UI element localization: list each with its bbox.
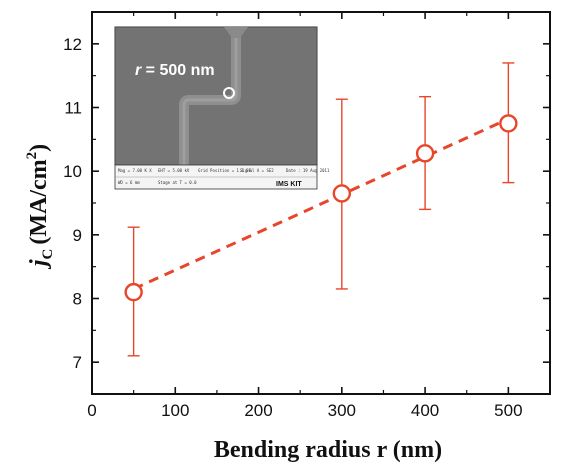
- x-tick-label: 500: [494, 401, 522, 420]
- y-tick-label: 11: [64, 99, 82, 118]
- trend-line: [133, 117, 509, 291]
- data-point: [332, 184, 352, 203]
- data-point: [124, 282, 143, 302]
- x-tick-label: 300: [328, 401, 356, 420]
- inset-strip-text: WD = 6 mm: [118, 180, 140, 185]
- inset-pad: [224, 27, 248, 38]
- x-tick-label: 0: [87, 401, 96, 420]
- inset-conductor-edge: [182, 27, 238, 165]
- y-axis-title: jC(MA/cm2): [24, 144, 56, 270]
- sem-inset: r = 500 nm Mag = 7.00 K X EHT = 5.00 kV Gr…: [114, 26, 330, 190]
- inset-strip-text: Signal A = SE2: [240, 168, 274, 173]
- x-axis-ticks: 0 100 200 300 400 500: [87, 12, 523, 420]
- y-tick-label: 9: [73, 226, 82, 245]
- y-tick-label: 8: [73, 290, 82, 309]
- inset-logo: IMS KIT: [276, 181, 302, 188]
- inset-strip-text: Date : 19 Aug 2011: [286, 168, 330, 173]
- y-tick-label: 10: [63, 162, 82, 181]
- inset-marker: [223, 87, 235, 99]
- inset-strip-text: Grid Position = 1.1 SE: [198, 168, 252, 173]
- data-points: [124, 114, 518, 302]
- trend-line-group: [133, 117, 509, 291]
- inset-strip-texts: Mag = 7.00 K X EHT = 5.00 kV Grid Position…: [118, 168, 330, 185]
- inset-label: r = 500 nm: [135, 62, 215, 79]
- x-tick-label: 400: [411, 401, 439, 420]
- y-axis-ticks: 7 8 9 10 11 12: [63, 35, 550, 372]
- x-tick-label: 200: [244, 401, 272, 420]
- inset-strip-text: Mag = 7.00 K X: [118, 168, 152, 173]
- y-tick-label: 12: [63, 35, 82, 54]
- data-point: [415, 144, 435, 163]
- x-tick-label: 100: [161, 401, 189, 420]
- inset-strip-text: EHT = 5.00 kV: [158, 168, 190, 173]
- x-axis-title: Bending radius r (nm): [214, 437, 442, 463]
- data-point: [499, 114, 518, 133]
- inset-strip-text: Stage at T = 0.0: [158, 180, 197, 185]
- y-tick-label: 7: [73, 353, 82, 372]
